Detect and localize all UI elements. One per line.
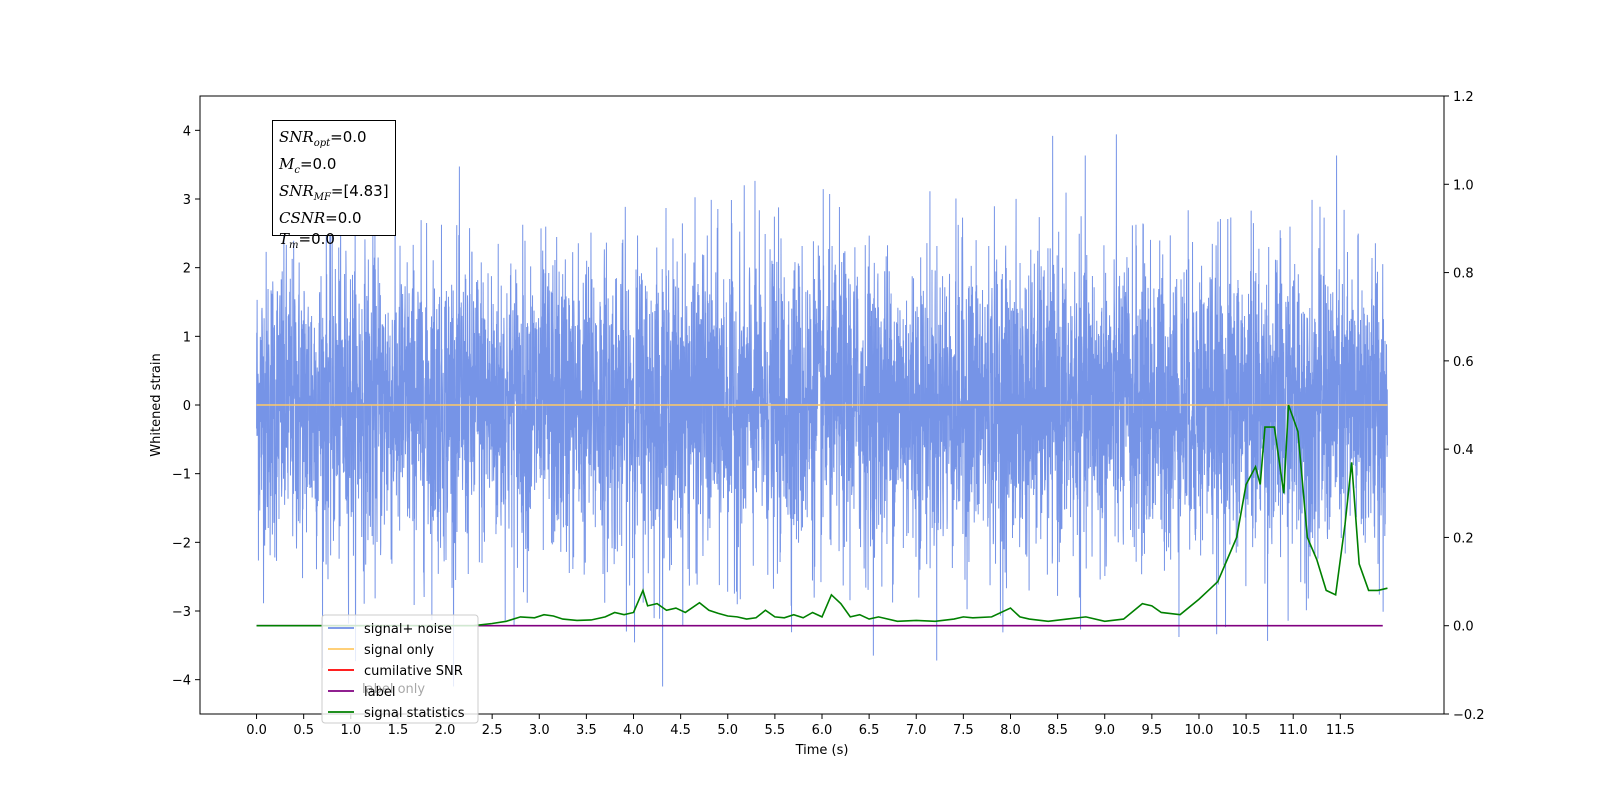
x-tick-label: 7.5 [953,723,974,738]
x-tick-label: 6.0 [812,723,833,738]
legend-label: signal statistics [364,706,465,721]
y-left-tick-label: −4 [172,674,191,689]
y-left-tick-label: 3 [183,193,191,208]
y-right-axis-ticks: 1.2 1.0 0.8 0.6 0.4 0.2 0.0 −0.2 [1444,90,1485,723]
legend-label: cumilative SNR [364,664,463,679]
y-left-tick-label: 0 [183,399,191,414]
y-right-tick-label: 1.0 [1453,178,1474,193]
x-tick-label: 3.0 [529,723,550,738]
legend-hidden-text: label only [362,682,425,697]
x-tick-label: 4.0 [623,723,644,738]
x-tick-label: 11.0 [1279,723,1308,738]
y-left-tick-label: 2 [183,262,191,277]
x-tick-label: 3.5 [576,723,597,738]
x-tick-label: 8.5 [1047,723,1068,738]
y-right-tick-label: 0.6 [1453,355,1474,370]
x-axis-label: Time (s) [795,743,849,758]
mc-line: Mc=0.0 [279,155,337,176]
x-tick-label: 7.0 [906,723,927,738]
x-tick-label: 6.5 [859,723,880,738]
snr-opt-line: SNRopt=0.0 [279,128,367,149]
x-tick-label: 0.0 [246,723,267,738]
y-right-tick-label: 0.8 [1453,267,1474,282]
y-left-tick-label: 1 [183,330,191,345]
y-left-tick-label: −2 [172,536,191,551]
y-axis-label: Whitened strain [149,353,164,456]
x-axis-ticks: 0.0 0.5 1.0 1.5 2.0 2.5 3.0 3.5 4.0 4.5 5.0 5.5 6.0 6… [246,714,1355,738]
tm-line: Tm=0.0 [279,230,335,251]
x-tick-label: 10.5 [1232,723,1261,738]
legend-label: signal only [364,643,434,658]
x-tick-label: 9.0 [1094,723,1115,738]
x-tick-label: 1.5 [388,723,409,738]
y-right-tick-label: 0.2 [1453,531,1474,546]
x-tick-label: 5.0 [717,723,738,738]
y-left-tick-label: 4 [183,124,191,139]
x-tick-label: 11.5 [1326,723,1355,738]
y-left-tick-label: −1 [172,468,191,483]
x-tick-label: 4.5 [670,723,691,738]
legend-label: signal+ noise [364,622,452,637]
csnr-line: CSNR=0.0 [279,209,362,227]
y-right-tick-label: 0.0 [1453,620,1474,635]
signal-noise-series [256,134,1388,687]
x-tick-label: 0.5 [293,723,314,738]
y-left-tick-label: −3 [172,605,191,620]
x-tick-label: 5.5 [765,723,786,738]
signal-noise-line [256,134,1388,687]
x-tick-label: 10.0 [1184,723,1213,738]
x-tick-label: 1.0 [340,723,361,738]
info-box: SNRopt=0.0 Mc=0.0 SNRMF=[4.83] CSNR=0.0 … [272,120,396,251]
legend: label only signal+ noise signal only cumila… [321,614,479,724]
snr-mf-line: SNRMF=[4.83] [279,182,389,203]
y-right-tick-label: 1.2 [1453,90,1474,105]
y-right-tick-label: −0.2 [1453,708,1485,723]
legend-label: label [364,685,395,700]
series-line-3 [256,404,1388,627]
x-tick-label: 2.5 [482,723,503,738]
x-tick-label: 9.5 [1142,723,1163,738]
y-right-tick-label: 0.4 [1453,443,1474,458]
x-tick-label: 2.0 [435,723,456,738]
y-left-axis-ticks: 4 3 2 1 0 −1 −2 −3 −4 [172,124,200,689]
legend-box [321,614,479,724]
x-tick-label: 8.0 [1000,723,1021,738]
